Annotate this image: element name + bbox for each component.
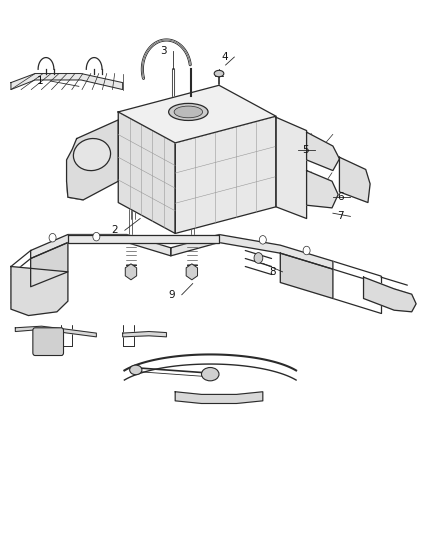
Ellipse shape (201, 368, 219, 381)
Polygon shape (15, 326, 96, 337)
Circle shape (259, 236, 266, 244)
Circle shape (49, 233, 56, 242)
Ellipse shape (174, 106, 203, 118)
Polygon shape (276, 117, 307, 219)
Ellipse shape (130, 365, 142, 375)
Polygon shape (11, 74, 123, 90)
Polygon shape (123, 332, 166, 337)
Text: 3: 3 (160, 46, 166, 55)
Polygon shape (68, 235, 219, 243)
Polygon shape (307, 171, 338, 208)
Polygon shape (307, 132, 339, 171)
Ellipse shape (74, 139, 110, 171)
Polygon shape (339, 157, 370, 203)
Text: 8: 8 (269, 267, 276, 277)
Ellipse shape (214, 70, 224, 77)
Polygon shape (118, 85, 276, 143)
Polygon shape (364, 277, 416, 312)
Text: 7: 7 (337, 212, 344, 221)
Polygon shape (31, 243, 68, 287)
Polygon shape (175, 116, 276, 233)
Text: 2: 2 (112, 225, 118, 235)
Polygon shape (280, 253, 333, 298)
FancyBboxPatch shape (33, 328, 64, 356)
Text: 9: 9 (169, 290, 175, 300)
Polygon shape (31, 235, 171, 259)
Polygon shape (118, 112, 175, 233)
Circle shape (254, 253, 263, 263)
Circle shape (93, 232, 100, 241)
Circle shape (303, 246, 310, 255)
Text: 6: 6 (337, 192, 344, 202)
Text: 4: 4 (221, 52, 228, 62)
Polygon shape (67, 120, 118, 200)
Text: 1: 1 (37, 76, 44, 86)
Polygon shape (175, 392, 263, 403)
Ellipse shape (169, 103, 208, 120)
Polygon shape (11, 266, 68, 316)
Polygon shape (171, 235, 333, 269)
Text: 5: 5 (302, 146, 309, 155)
